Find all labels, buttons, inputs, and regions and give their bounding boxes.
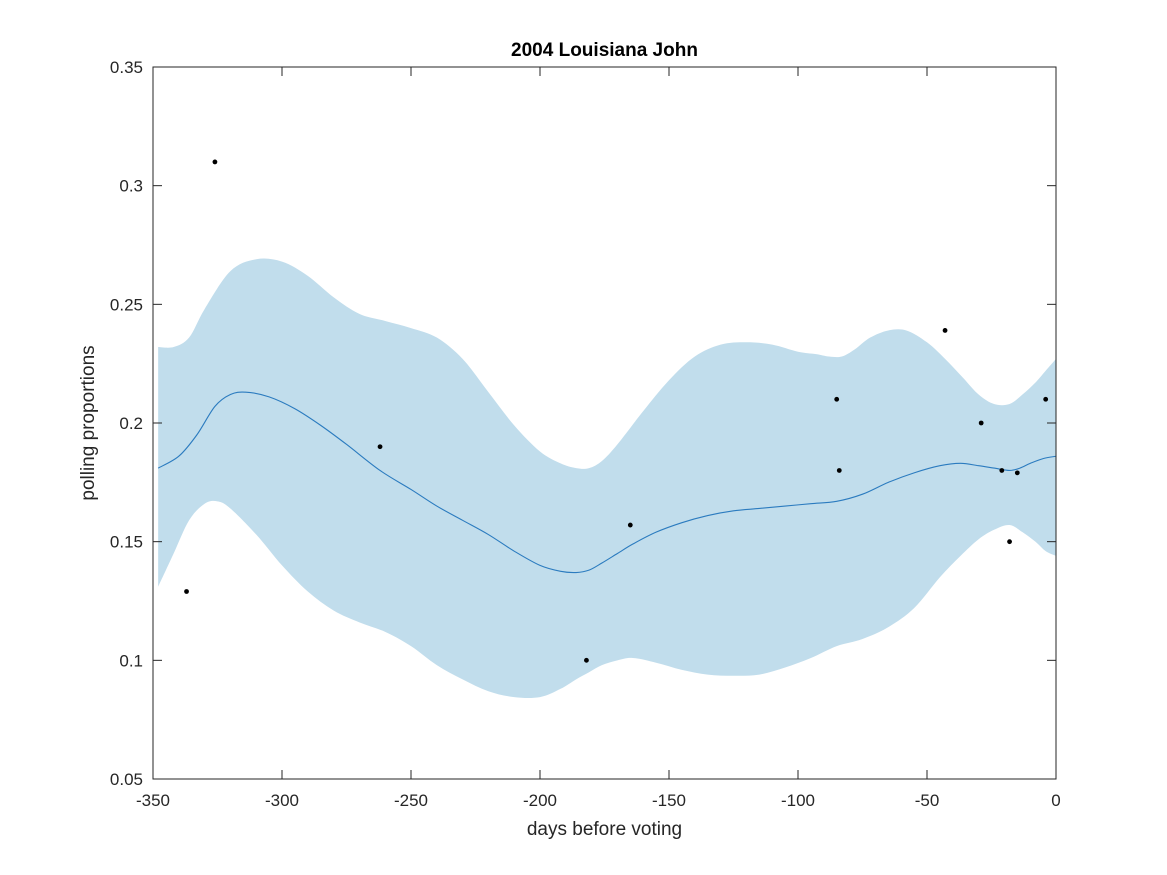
x-tick-label: -350 — [136, 791, 170, 810]
data-point — [584, 657, 589, 663]
data-point — [1007, 539, 1012, 545]
confidence-band-layer — [158, 258, 1056, 699]
y-tick-label: 0.1 — [119, 651, 143, 670]
x-tick-label: -150 — [652, 791, 686, 810]
data-point — [1043, 396, 1049, 402]
data-point — [184, 589, 189, 594]
data-point — [834, 396, 840, 402]
y-tick-label: 0.35 — [110, 58, 143, 77]
ticks-layer: -350 -300 -250 -200 -150 -100 -50 0 0.05 0.1 0.15 0… — [110, 58, 1061, 810]
x-tick-label: -50 — [915, 791, 940, 810]
data-point — [999, 468, 1005, 473]
chart-title: 2004 Louisiana John — [511, 40, 698, 61]
x-tick-label: -300 — [265, 791, 299, 810]
x-tick-label: -100 — [781, 791, 815, 810]
x-axis-label: days before voting — [527, 819, 682, 840]
x-tick-label: -250 — [394, 791, 428, 810]
data-point — [1014, 470, 1020, 476]
y-tick-label: 0.15 — [110, 533, 143, 552]
x-tick-label: 0 — [1051, 791, 1060, 810]
mean-line — [157, 391, 1057, 574]
y-tick-label: 0.05 — [110, 770, 143, 789]
y-axis-label: polling proportions — [78, 345, 99, 500]
data-point — [978, 420, 984, 426]
data-point — [942, 328, 948, 333]
x-tick-label: -200 — [523, 791, 557, 810]
data-points-layer — [184, 159, 1049, 663]
confidence-band — [158, 258, 1056, 699]
y-tick-label: 0.2 — [119, 414, 143, 433]
data-point — [377, 444, 383, 450]
data-point — [212, 159, 218, 165]
y-tick-label: 0.3 — [119, 177, 143, 196]
y-tick-label: 0.25 — [110, 295, 143, 314]
mean-line-layer — [157, 391, 1057, 574]
data-point — [836, 468, 842, 473]
data-point — [627, 522, 633, 528]
